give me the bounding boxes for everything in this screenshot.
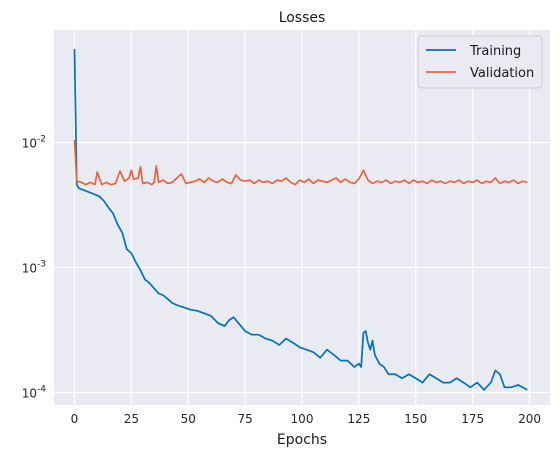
- x-tick-label: 175: [461, 412, 484, 426]
- y-tick-label: 10-3: [22, 260, 46, 276]
- legend-label-training: Training: [469, 44, 521, 59]
- y-tick-label: 10-2: [22, 135, 46, 151]
- legend-label-validation: Validation: [470, 66, 534, 81]
- series-line-validation: [73, 139, 528, 186]
- x-axis-ticks: 0 25 50 75 100 125 150 175 200: [71, 412, 541, 426]
- chart-title: Losses: [279, 10, 326, 26]
- y-tick-label: 10-4: [22, 385, 47, 401]
- x-tick-label: 0: [71, 412, 79, 426]
- x-tick-label: 125: [347, 412, 370, 426]
- x-axis-label: Epochs: [277, 432, 327, 448]
- legend: Training Validation: [417, 35, 543, 89]
- series-lines: [73, 48, 528, 391]
- legend-box: [417, 35, 543, 89]
- x-tick-label: 150: [404, 412, 427, 426]
- x-tick-label: 25: [124, 412, 139, 426]
- y-axis-ticks: 10-2 10-3 10-4: [22, 135, 47, 401]
- x-tick-label: 200: [518, 412, 541, 426]
- x-tick-label: 75: [237, 412, 252, 426]
- grid: [54, 30, 550, 405]
- x-tick-label: 50: [181, 412, 196, 426]
- series-line-training: [73, 48, 528, 391]
- x-tick-label: 100: [291, 412, 314, 426]
